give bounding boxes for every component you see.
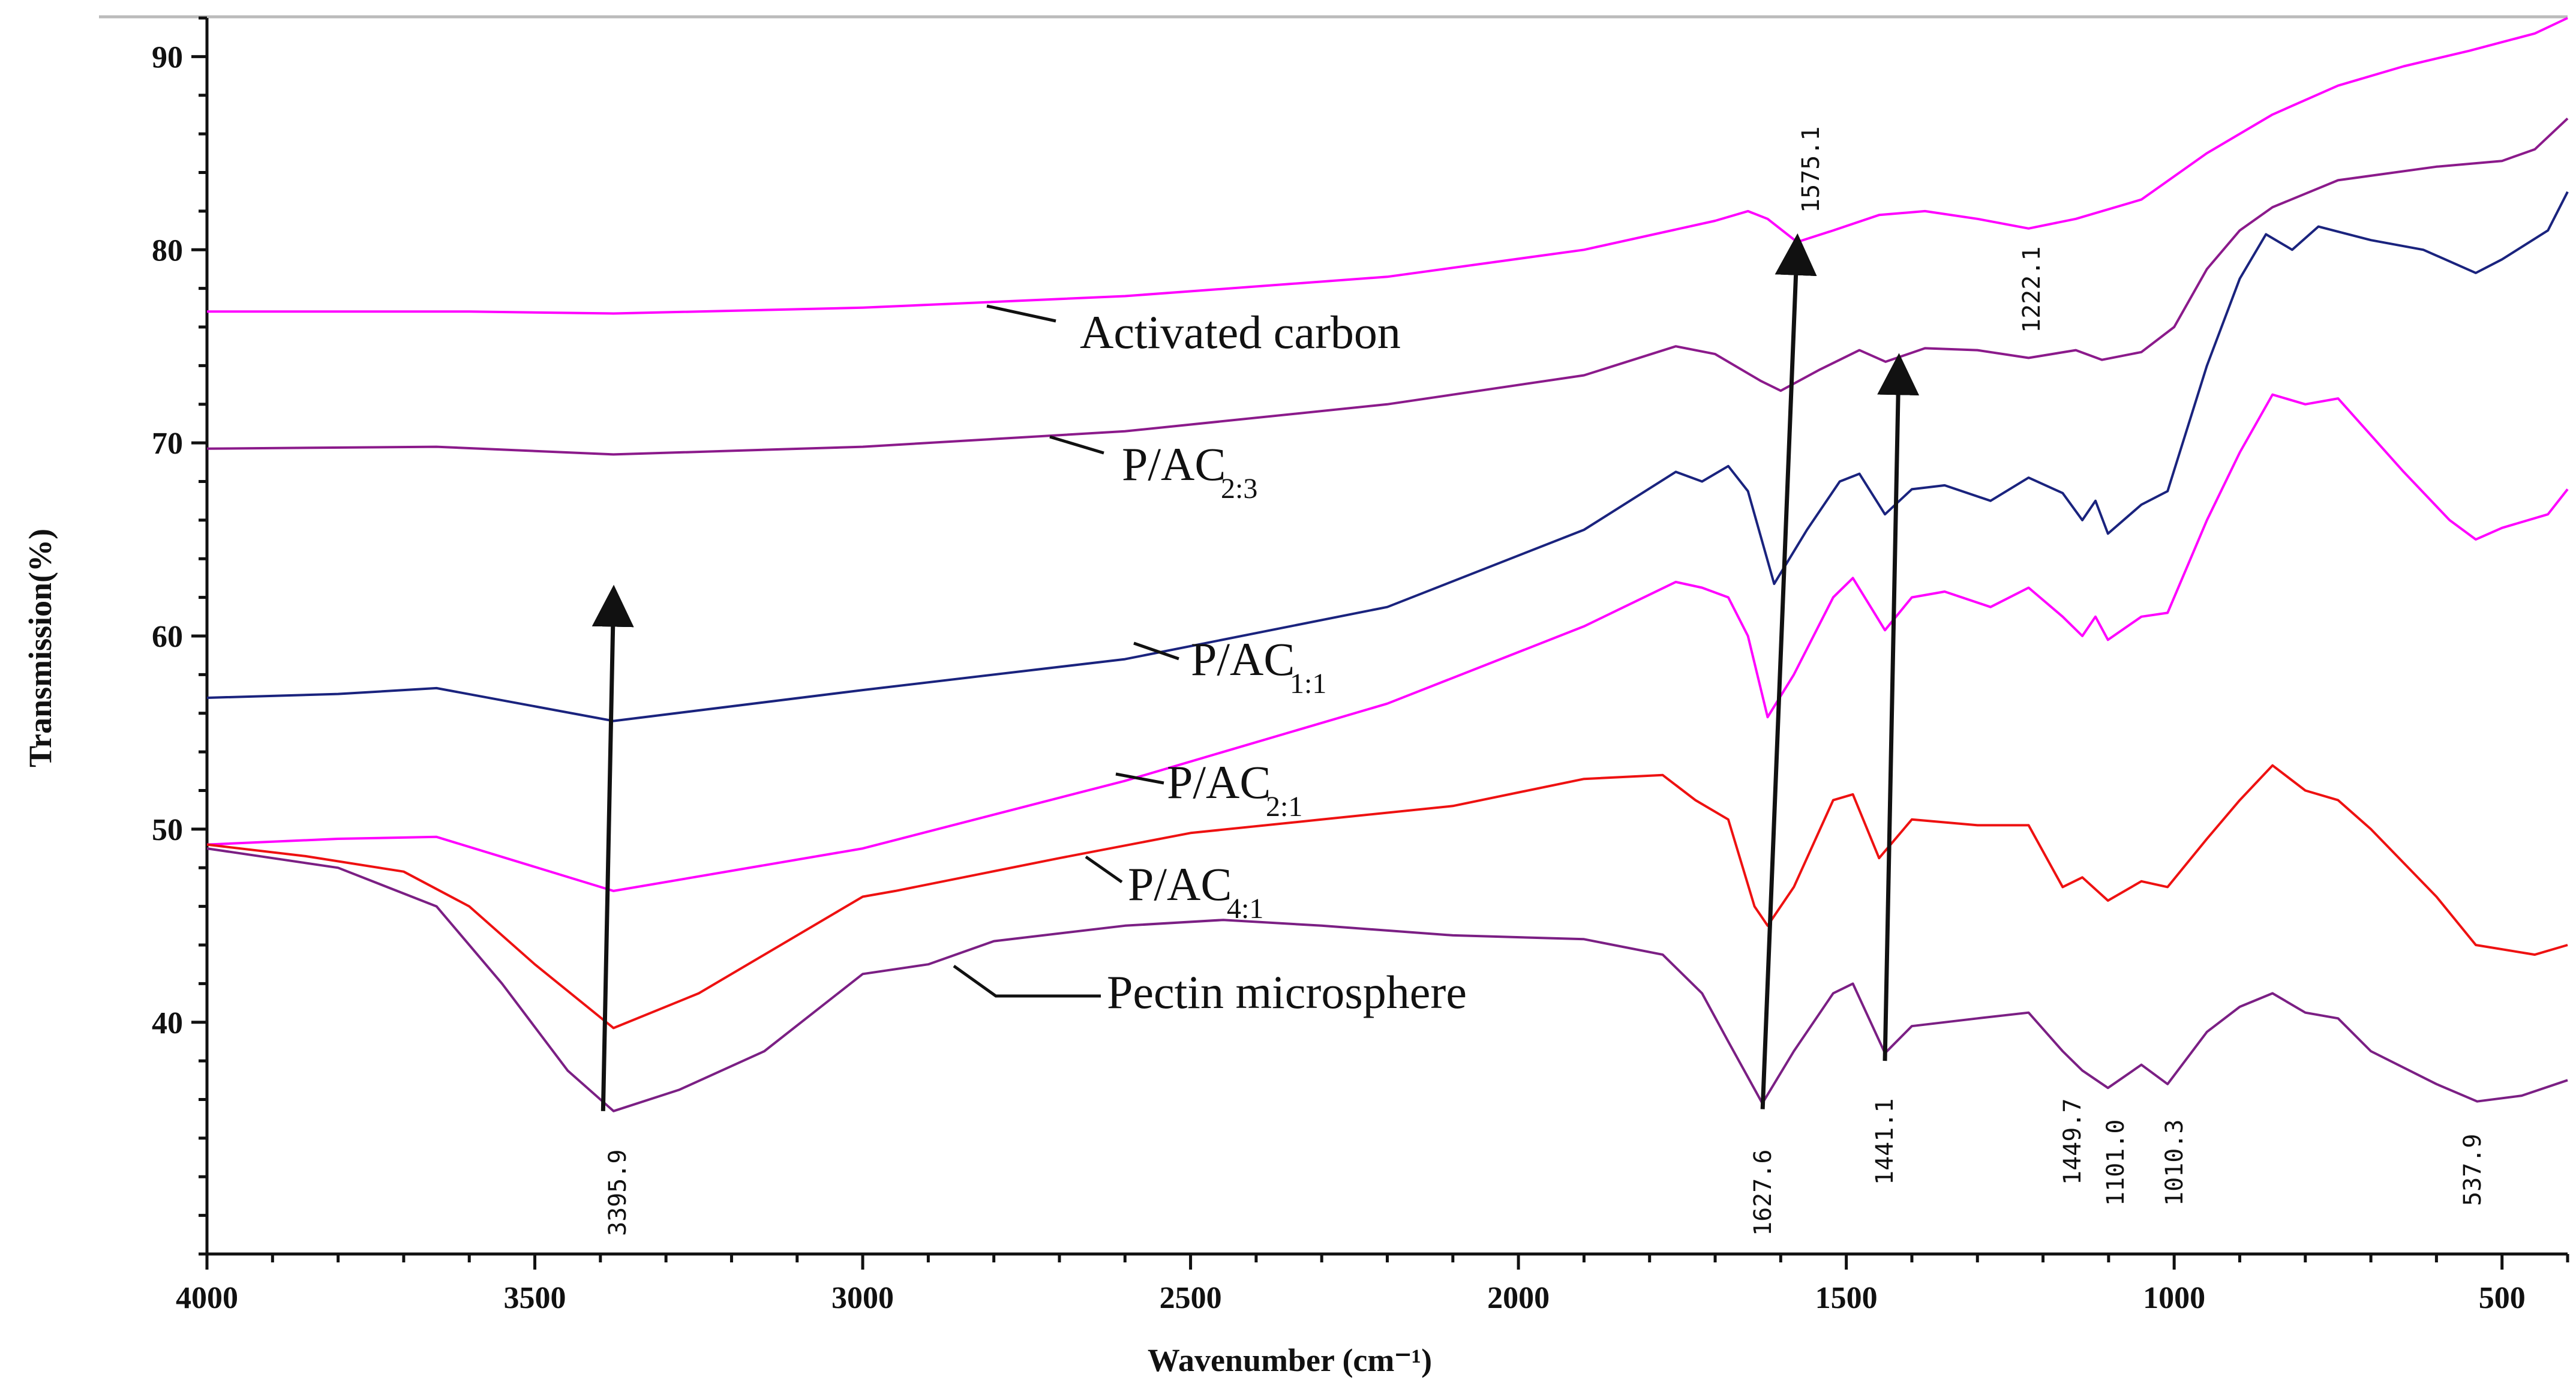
leader-p-ac-4-1 [1085, 855, 1123, 884]
series-line-0 [207, 17, 2568, 315]
svg-text:P/AC: P/AC [1191, 633, 1295, 685]
peak-label-3395-9: 3395.9 [604, 1150, 632, 1237]
y-tick-label: 40 [152, 1006, 183, 1040]
peak-label-1575-1: 1575.1 [1797, 127, 1825, 214]
series-label-activated-carbon: Activated carbon [1080, 306, 1401, 358]
y-tick-label: 90 [152, 40, 183, 74]
svg-text:P/AC: P/AC [1167, 756, 1271, 808]
leader-p-ac-1-1 [1133, 641, 1179, 661]
svg-text:P/AC: P/AC [1122, 438, 1226, 490]
leader-p-ac-2-1 [1115, 772, 1164, 785]
peak-label-1010-3: 1010.3 [2161, 1120, 2188, 1207]
x-tick-label: 4000 [176, 1281, 238, 1315]
svg-text:Activated carbon: Activated carbon [1080, 306, 1401, 358]
x-axis-title: Wavenumber (cm⁻¹) [1148, 1342, 1432, 1378]
x-tick-label: 1500 [1815, 1281, 1878, 1315]
x-tick-label: 2000 [1487, 1281, 1550, 1315]
y-axis-title: Transmission(%) [22, 529, 58, 767]
svg-text:1:1: 1:1 [1290, 668, 1326, 700]
series-label-p-ac-2-3: P/AC 2:3 [1122, 438, 1257, 505]
peak-label-537-9: 537.9 [2459, 1134, 2487, 1206]
series-line-3 [206, 393, 2569, 892]
peak-label-1441-1: 1441.1 [1871, 1099, 1899, 1186]
y-tick-label: 60 [152, 620, 183, 654]
shift-arrow-2 [1877, 353, 1920, 1061]
peak-label-1627-6: 1627.6 [1749, 1150, 1777, 1237]
x-tick-label: 3000 [831, 1281, 894, 1315]
x-tick-label: 3500 [504, 1281, 566, 1315]
series-label-pectin: Pectin microsphere [1107, 966, 1467, 1018]
series-label-p-ac-4-1: P/AC 4:1 [1128, 858, 1263, 925]
y-tick-label: 50 [152, 813, 183, 847]
y-tick-label: 70 [152, 427, 183, 461]
x-tick-label: 500 [2479, 1281, 2526, 1315]
series-line-1 [206, 117, 2569, 456]
svg-text:4:1: 4:1 [1227, 893, 1263, 925]
shift-arrow-1 [1760, 233, 1817, 1109]
peak-label-1222-1: 1222.1 [2018, 247, 2046, 334]
svg-text:Pectin microsphere: Pectin microsphere [1107, 966, 1467, 1018]
svg-text:P/AC: P/AC [1128, 858, 1232, 910]
series-line-2 [206, 191, 2569, 722]
series-line-5 [206, 847, 2568, 1112]
svg-text:2:1: 2:1 [1266, 791, 1302, 823]
leader-pectin [953, 964, 1101, 998]
series-line-4 [206, 764, 2568, 1030]
leader-p-ac-2-3 [1049, 435, 1104, 455]
y-tick-label: 80 [152, 233, 183, 268]
peak-label-1101-0: 1101.0 [2102, 1120, 2130, 1207]
series-label-p-ac-2-1: P/AC 2:1 [1167, 756, 1302, 823]
x-tick-label: 2500 [1160, 1281, 1222, 1315]
shift-arrow-0 [592, 584, 634, 1111]
svg-text:2:3: 2:3 [1221, 473, 1257, 505]
peak-label-1449-7: 1449.7 [2059, 1099, 2086, 1186]
series-label-p-ac-1-1: P/AC 1:1 [1191, 633, 1326, 700]
x-tick-label: 1000 [2143, 1281, 2205, 1315]
leader-activated-carbon [986, 304, 1056, 323]
